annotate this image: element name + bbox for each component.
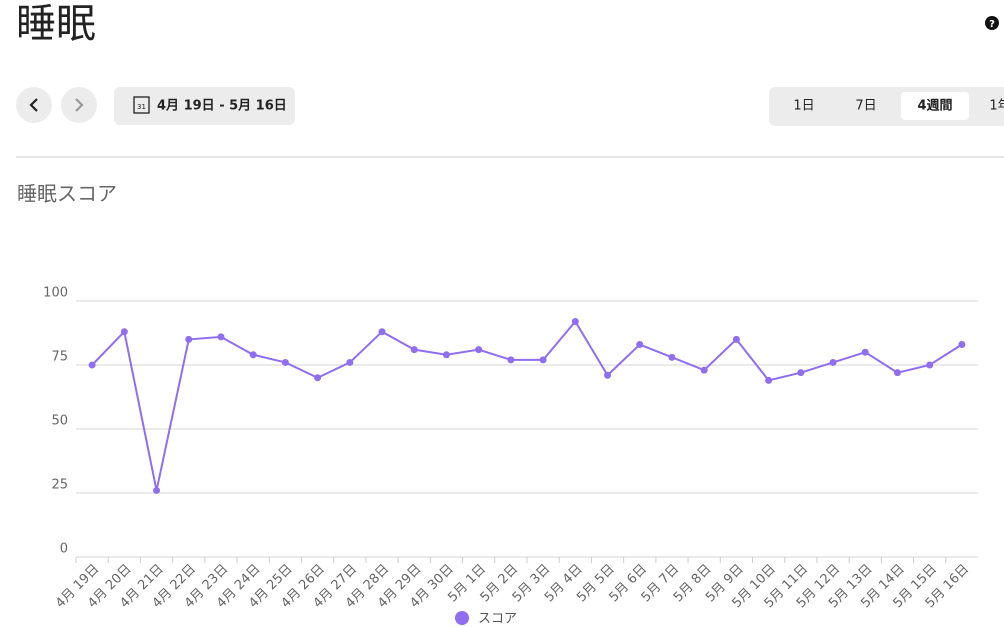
score-point xyxy=(475,346,483,354)
score-point xyxy=(378,328,386,336)
y-tick-label: 0 xyxy=(60,542,68,557)
tab-label: 1年 xyxy=(989,99,1004,114)
score-point xyxy=(732,335,740,343)
tab-active-bg xyxy=(901,92,969,120)
date-bg xyxy=(114,87,295,125)
score-point xyxy=(765,376,773,384)
calendar-icon xyxy=(133,96,150,114)
score-point xyxy=(893,369,901,377)
next-arrow xyxy=(75,98,84,112)
score-point xyxy=(829,358,837,366)
tab-label: 7日 xyxy=(855,99,876,114)
next-bg xyxy=(61,87,97,123)
score-point xyxy=(926,361,934,369)
score-point xyxy=(249,351,257,359)
calendar-day: 31 xyxy=(137,103,146,111)
score-point xyxy=(442,351,450,359)
prev-bg xyxy=(16,87,52,123)
score-point xyxy=(217,333,225,341)
period-tab[interactable]: 4週間 xyxy=(901,92,969,120)
page-title: 睡眠 xyxy=(16,1,96,47)
score-point xyxy=(700,366,708,374)
y-tick-label: 50 xyxy=(51,414,68,429)
score-point xyxy=(539,356,547,364)
legend-swatch xyxy=(455,611,469,625)
score-point xyxy=(571,317,579,325)
y-tick-label: 25 xyxy=(51,478,68,493)
y-tick-label: 75 xyxy=(51,350,68,365)
score-point xyxy=(346,358,354,366)
period-tab[interactable]: 7日 xyxy=(855,99,876,114)
help-button[interactable]: ? xyxy=(985,16,999,30)
score-point xyxy=(797,369,805,377)
score-line xyxy=(91,319,963,491)
help-glyph: ? xyxy=(989,19,995,30)
next-button[interactable] xyxy=(61,87,97,123)
score-point xyxy=(281,358,289,366)
date-range-button[interactable]: 31 4月 19日 - 5月 16日 xyxy=(114,87,295,125)
score-point xyxy=(507,356,515,364)
tab-label: 4週間 xyxy=(917,99,952,114)
chart-title: 睡眠スコア xyxy=(17,182,117,206)
score-point xyxy=(185,335,193,343)
score-point xyxy=(958,341,966,349)
score-point xyxy=(410,346,418,354)
score-point xyxy=(636,341,644,349)
score-point xyxy=(314,374,322,382)
legend-label: スコア xyxy=(478,612,517,627)
score-point xyxy=(861,348,869,356)
score-point xyxy=(153,486,161,494)
score-point xyxy=(88,361,96,369)
score-point xyxy=(668,353,676,361)
period-tab[interactable]: 1年 xyxy=(989,99,1004,114)
prev-arrow xyxy=(29,98,38,112)
period-tab[interactable]: 1日 xyxy=(793,99,814,114)
score-point xyxy=(604,371,612,379)
y-tick-label: 100 xyxy=(43,286,68,301)
prev-button[interactable] xyxy=(16,87,52,123)
tab-label: 1日 xyxy=(793,99,814,114)
score-point xyxy=(120,328,128,336)
date-range: 4月 19日 - 5月 16日 xyxy=(157,99,287,114)
period-tabs: 1日 7日 4週間 1年 xyxy=(769,87,1004,126)
help-icon xyxy=(985,16,999,30)
